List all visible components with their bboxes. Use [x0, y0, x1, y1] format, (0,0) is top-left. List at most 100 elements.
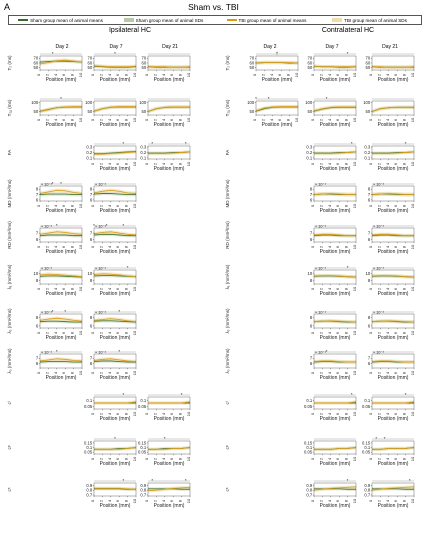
x-tick-label: 2 [98, 287, 103, 290]
y-tick-label: 50 [250, 65, 255, 70]
x-tick-label: 10 [132, 244, 137, 249]
x-tick-label: 8 [344, 162, 349, 165]
legend-label: TBI group mean of animal means [238, 17, 307, 23]
sd-band [94, 400, 136, 405]
legend-item-sham-mean: Sham group mean of animal means [9, 18, 112, 23]
y-tick-label: 0.8 [86, 488, 92, 493]
x-tick-label: 4 [327, 245, 332, 248]
tbi-mean-line [313, 106, 356, 112]
x-tick-label: 10 [132, 117, 137, 122]
x-tick-label: 10 [78, 286, 83, 291]
x-tick-label: 10 [132, 330, 137, 335]
legend-swatch-tbi-sd [332, 18, 343, 22]
y-tick-label: 0.15 [362, 440, 371, 445]
y-tick-label: 0.2 [140, 150, 146, 155]
tbi-mean-line [147, 486, 191, 492]
tbi-mean-line [93, 273, 137, 278]
x-tick-label: 10 [78, 72, 83, 77]
y-tick-label: 60 [308, 60, 313, 65]
x-tick-label: 2 [98, 73, 103, 76]
y-axis-label: λ₁ (mm²/ms) [225, 264, 230, 289]
y-tick-label: 8 [36, 187, 39, 192]
x-tick-label: 6 [169, 457, 174, 460]
x-tick-label: 4 [161, 412, 166, 415]
y-axis-label: RD (mm²/ms) [225, 221, 230, 249]
x-axis-label: Position (mm) [262, 77, 293, 83]
x-tick-label: 10 [410, 330, 415, 335]
y-tick-label: 60 [250, 60, 255, 65]
y-tick-label: 50 [88, 65, 93, 70]
x-axis-label: Position (mm) [378, 122, 409, 128]
x-axis-label: Position (mm) [46, 77, 77, 83]
x-tick-label: 10 [186, 72, 191, 77]
y-tick-label: 50 [34, 65, 39, 70]
y-tick-label: 100 [363, 100, 371, 105]
x-tick-label: 2 [260, 118, 265, 121]
legend-label: Sham group mean of animal SDs [135, 17, 204, 23]
x-tick-label: 4 [327, 287, 332, 290]
significance-star: * [123, 478, 125, 483]
x-tick-label: 6 [335, 499, 340, 502]
exponent-label: × 10⁻⁴ [95, 267, 106, 271]
x-tick-label: 2 [98, 499, 103, 502]
x-tick-label: 8 [344, 245, 349, 248]
sd-band [40, 188, 82, 196]
x-tick-label: 8 [124, 118, 129, 121]
tbi-mean-line [314, 401, 357, 404]
x-tick-label: 6 [335, 204, 340, 207]
x-tick-label: 4 [269, 118, 274, 121]
x-tick-label: 8 [124, 245, 129, 248]
x-tick-label: 8 [402, 204, 407, 207]
y-tick-label: 50 [308, 109, 313, 114]
x-tick-label: 0 [90, 204, 95, 207]
y-tick-label: 0.8 [364, 488, 370, 493]
plot-frame [39, 313, 83, 329]
x-tick-label: 6 [277, 118, 282, 121]
x-tick-label: 10 [410, 244, 415, 249]
x-tick-label: 10 [186, 117, 191, 122]
x-axis-label: Position (mm) [100, 166, 131, 172]
y-tick-label: 0.9 [86, 483, 92, 488]
x-axis-label: Position (mm) [100, 461, 131, 467]
y-tick-label: 8 [368, 315, 371, 320]
y-tick-label: 0.7 [364, 492, 370, 497]
exponent-label: × 10⁻⁴ [315, 311, 326, 315]
tbi-mean-line [94, 447, 137, 450]
x-tick-label: 10 [410, 411, 415, 416]
x-tick-label: 6 [393, 412, 398, 415]
x-tick-label: 8 [124, 331, 129, 334]
y-tick-label: 6 [368, 323, 371, 328]
x-tick-label: 10 [78, 244, 83, 249]
legend: Sham group mean of animal means Sham gro… [8, 15, 422, 25]
y-tick-label: 0.7 [140, 492, 146, 497]
significance-star: * [351, 141, 353, 146]
exponent-label: × 10⁻⁴ [315, 351, 326, 355]
x-tick-label: 10 [410, 456, 415, 461]
x-tick-label: 6 [169, 73, 174, 76]
y-tick-label: 0.1 [86, 398, 92, 403]
plot-frame [371, 353, 415, 369]
significance-star: * [64, 309, 66, 314]
x-tick-label: 10 [410, 117, 415, 122]
y-axis-label: FA [225, 149, 230, 156]
y-axis-label: MD (mm²/ms) [225, 179, 230, 208]
x-tick-label: 0 [90, 245, 95, 248]
x-tick-label: 4 [53, 204, 58, 207]
x-tick-label: 6 [393, 245, 398, 248]
y-tick-label: 70 [250, 56, 255, 61]
x-tick-label: 0 [310, 457, 315, 460]
sd-band [40, 58, 82, 66]
x-tick-label: 0 [36, 331, 41, 334]
x-tick-label: 2 [98, 412, 103, 415]
x-axis-label: Position (mm) [320, 77, 351, 83]
tbi-mean-line [94, 487, 137, 490]
y-tick-label: 0.05 [84, 450, 93, 455]
x-tick-label: 0 [36, 73, 41, 76]
x-axis-label: Position (mm) [320, 416, 351, 422]
x-tick-label: 10 [78, 330, 83, 335]
sham-mean-line [93, 320, 137, 323]
y-tick-label: 0.8 [140, 488, 146, 493]
y-tick-label: 0.7 [86, 492, 92, 497]
x-tick-label: 0 [310, 204, 315, 207]
y-tick-label: 0.2 [86, 150, 92, 155]
